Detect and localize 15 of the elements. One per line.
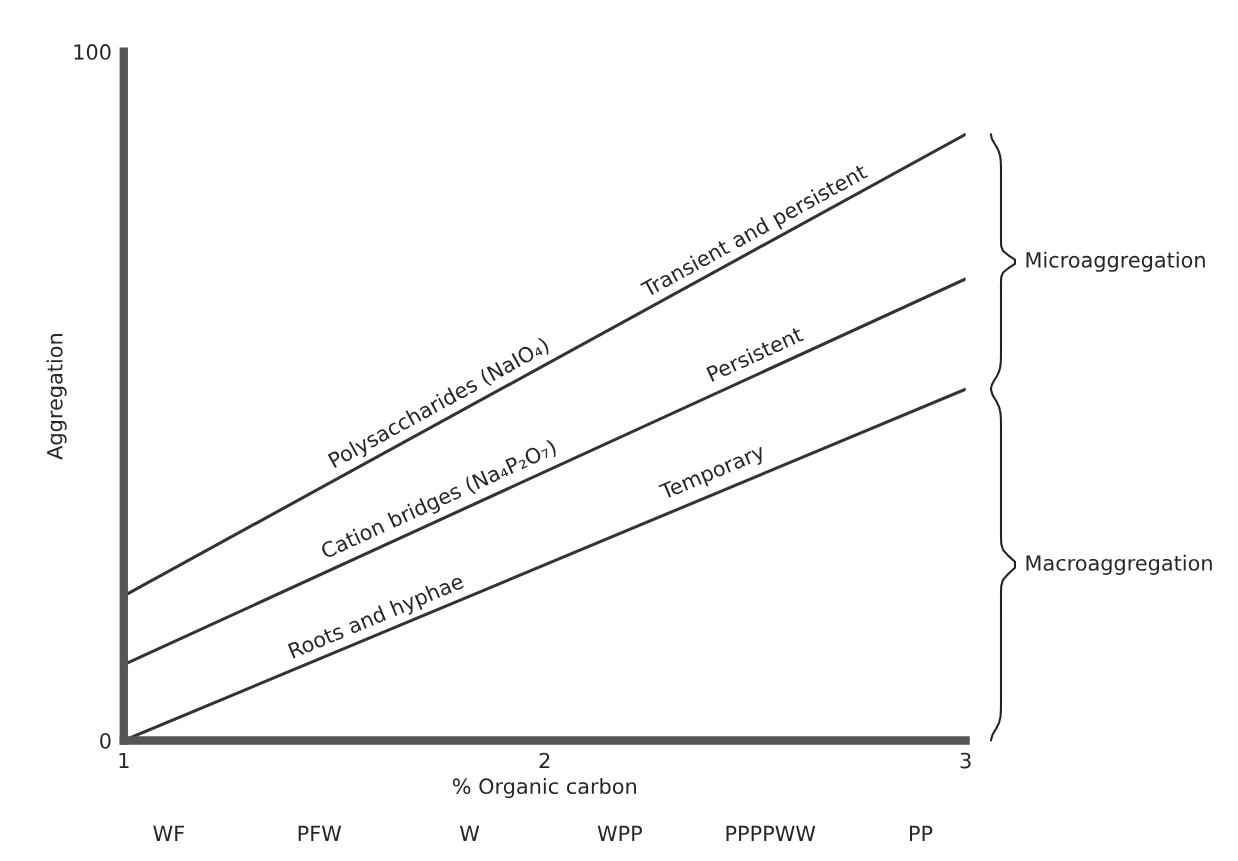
- text: PPPPWW: [726, 825, 816, 841]
- text: Microaggregation: [1026, 251, 1205, 272]
- x-tick-label: 3: [960, 752, 971, 769]
- x-axis-title: % Organic carbon: [452, 777, 636, 799]
- text: PFW: [298, 825, 342, 841]
- y-tick-label: 0: [100, 732, 111, 749]
- text: Macroaggregation: [1026, 554, 1212, 575]
- y-tick-label: 100: [74, 44, 111, 60]
- y-axis-title: Aggregation: [46, 334, 67, 460]
- x-tick-label: 1: [119, 752, 129, 769]
- text: PP: [910, 825, 933, 841]
- x-tick-label: 2: [539, 752, 550, 769]
- text: WPP: [597, 825, 643, 841]
- text: WF: [153, 825, 184, 841]
- text: W: [459, 825, 480, 841]
